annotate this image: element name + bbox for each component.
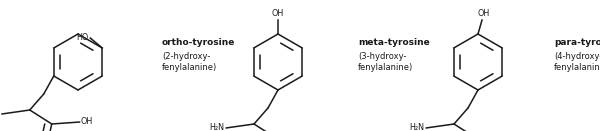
Text: meta-tyrosine: meta-tyrosine	[358, 38, 430, 47]
Text: OH: OH	[272, 9, 284, 18]
Text: (4-hydroxy-
fenylalanine): (4-hydroxy- fenylalanine)	[554, 52, 600, 72]
Text: HO: HO	[76, 34, 88, 42]
Text: H₂N: H₂N	[209, 124, 224, 131]
Text: OH: OH	[81, 118, 93, 127]
Text: H₂N: H₂N	[409, 124, 424, 131]
Text: ortho-tyrosine: ortho-tyrosine	[162, 38, 235, 47]
Text: para-tyrosine: para-tyrosine	[554, 38, 600, 47]
Text: (3-hydroxy-
fenylalanine): (3-hydroxy- fenylalanine)	[358, 52, 413, 72]
Text: (2-hydroxy-
fenylalanine): (2-hydroxy- fenylalanine)	[162, 52, 217, 72]
Text: OH: OH	[478, 9, 490, 18]
